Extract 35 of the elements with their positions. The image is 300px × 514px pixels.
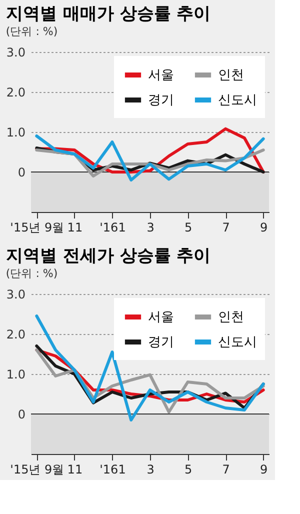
x-tick-label: 11 bbox=[67, 462, 83, 476]
x-tick-label: 5 bbox=[184, 462, 192, 476]
legend-label: 경기 bbox=[148, 335, 174, 350]
legend-label: 인천 bbox=[218, 68, 244, 83]
x-tick-label: 7 bbox=[222, 462, 230, 476]
x-tick-label: '15년 9월 bbox=[10, 220, 64, 234]
x-tick-label: 7 bbox=[222, 220, 230, 234]
x-tick-label: '161 bbox=[100, 462, 126, 476]
y-tick-label: 2.0 bbox=[6, 86, 26, 100]
legend-label: 경기 bbox=[148, 93, 174, 108]
legend-label: 서울 bbox=[148, 68, 174, 83]
y-tick-label: 1.0 bbox=[6, 126, 26, 140]
x-tick-label: '161 bbox=[100, 220, 126, 234]
x-tick-label: 9 bbox=[260, 220, 268, 234]
x-tick-label: '15년 9월 bbox=[10, 462, 64, 476]
y-tick-label: 3.0 bbox=[6, 46, 26, 60]
y-tick-label: 3.0 bbox=[6, 288, 26, 302]
legend-label: 인천 bbox=[218, 310, 244, 325]
y-tick-label: 1.0 bbox=[6, 368, 26, 382]
legend-label: 신도시 bbox=[218, 93, 257, 108]
chart-title: 지역별 매매가 상승률 추이 bbox=[6, 4, 211, 24]
legend-label: 서울 bbox=[148, 310, 174, 325]
chart-subtitle: (단위 : %) bbox=[6, 25, 58, 38]
y-tick-label: 2.0 bbox=[6, 328, 26, 342]
y-tick-label: 0 bbox=[18, 408, 26, 422]
y-tick-label: 0 bbox=[18, 166, 26, 180]
x-tick-label: 9 bbox=[260, 462, 268, 476]
x-tick-label: 3 bbox=[146, 462, 154, 476]
chart-title: 지역별 전세가 상승률 추이 bbox=[6, 246, 211, 266]
x-tick-label: 11 bbox=[67, 220, 83, 234]
x-tick-label: 3 bbox=[146, 220, 154, 234]
line-series bbox=[35, 134, 265, 182]
chart-subtitle: (단위 : %) bbox=[6, 267, 58, 280]
x-tick-label: 5 bbox=[184, 220, 192, 234]
legend-label: 신도시 bbox=[218, 335, 257, 350]
